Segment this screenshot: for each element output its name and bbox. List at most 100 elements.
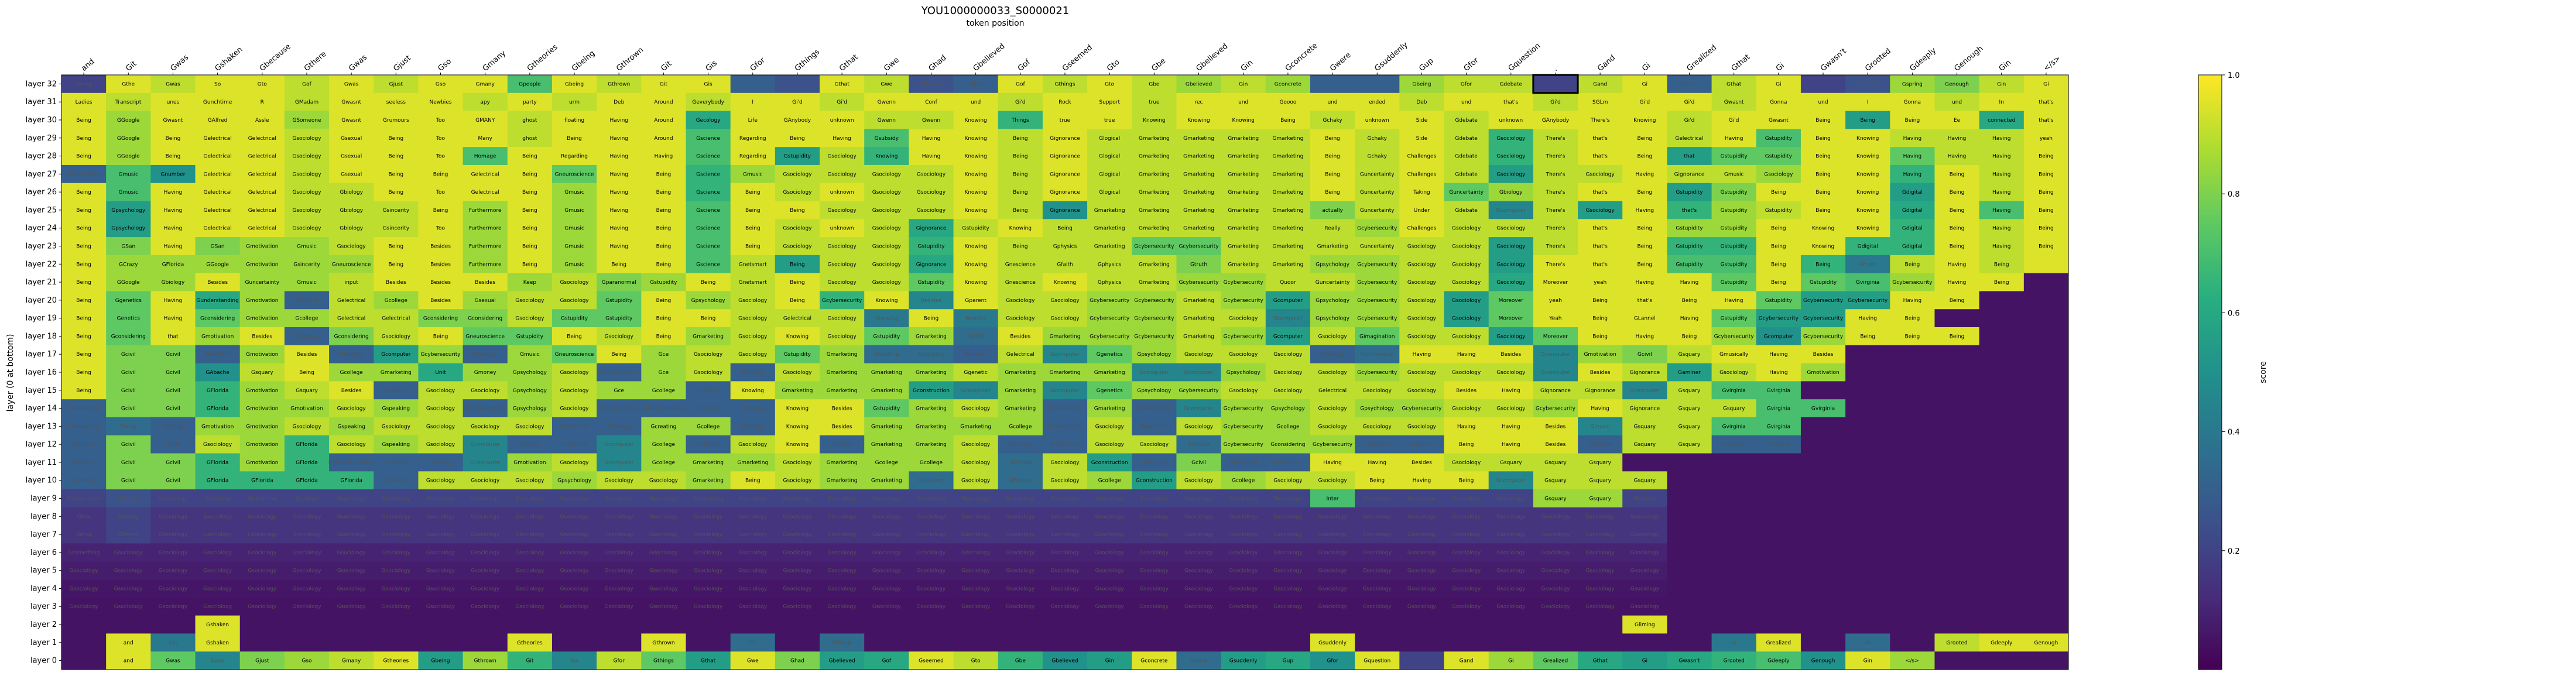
heatmap-cell (1979, 435, 2025, 454)
cell-label: Gsociology (292, 208, 321, 214)
cell-label: Gstupidity (1721, 262, 1748, 267)
heatmap-cell (1488, 651, 1534, 670)
heatmap-cell (909, 111, 954, 129)
heatmap-cell (953, 92, 999, 111)
heatmap-cell (1265, 309, 1311, 328)
heatmap-cell (1890, 453, 1935, 472)
heatmap-cell (1087, 183, 1132, 201)
cell-label: Having (1992, 226, 2011, 232)
heatmap-cell (507, 75, 553, 94)
cell-label: Gsociology (738, 604, 768, 610)
cell-label: Gso (436, 81, 446, 87)
cell-label: Gmarketing (1228, 226, 1259, 232)
heatmap-cell (775, 471, 820, 490)
cell-label: ACCC (968, 334, 983, 339)
cell-label: Gsociology (783, 532, 812, 538)
heatmap-cell (1355, 633, 1400, 652)
cell-label: Gsociology (783, 550, 812, 556)
cell-label: Gsociology (872, 604, 902, 610)
cell-label: Many (478, 136, 493, 142)
cell-label: Gsociology (872, 586, 902, 592)
cell-label: Being (389, 243, 404, 249)
cell-label: Being (1815, 154, 1831, 160)
cell-label: Gmarketing (1228, 171, 1259, 177)
heatmap-cell (1087, 399, 1132, 418)
cell-label: Gstupidity (784, 154, 811, 160)
cell-label: Gtaking (163, 424, 183, 430)
cell-label: Gignorance (1674, 171, 1705, 177)
cell-label: There's (1545, 154, 1565, 160)
heatmap-cell (1221, 291, 1266, 310)
heatmap-cell (551, 75, 597, 94)
cell-label: GFlorida (207, 478, 229, 484)
cell-label: Gsociology (828, 550, 857, 556)
heatmap-cell (1622, 453, 1667, 472)
cell-label: Gmarketing (693, 478, 724, 484)
cell-label: Gsociology (1184, 352, 1214, 358)
heatmap-cell (597, 201, 642, 219)
heatmap-cell (418, 219, 463, 238)
heatmap-cell (551, 255, 597, 274)
cell-label: Gsociology (917, 190, 946, 195)
cell-label: Gsociology (515, 568, 544, 574)
cell-label: Gonna (1904, 99, 1921, 105)
cell-label: Gcivil (121, 442, 136, 448)
cell-label: Gsociology (426, 442, 455, 448)
cell-label: Transcript (115, 99, 142, 105)
heatmap-cell (1176, 219, 1222, 238)
heatmap-cell (597, 597, 642, 616)
cell-label: Gsociology (1407, 586, 1437, 592)
cell-label: GFlorida (340, 478, 362, 484)
cell-label: Gsociology (1273, 496, 1303, 502)
cell-label: Gspeaking (382, 442, 410, 448)
heatmap-cell (1176, 435, 1222, 454)
cell-label: Gbiology (429, 460, 453, 466)
y-tick-label: layer 8 (30, 512, 57, 521)
cell-label: Gmarketing (1139, 262, 1170, 267)
heatmap-cell (1622, 309, 1667, 328)
heatmap-cell (1800, 129, 1846, 147)
cell-label: Gmotivation (246, 262, 278, 267)
cell-label: Gignorance (1629, 370, 1660, 376)
heatmap-cell (1488, 381, 1534, 400)
heatmap-cell (1488, 255, 1534, 274)
heatmap-cell (61, 129, 107, 147)
heatmap-cell (1667, 525, 1712, 544)
cell-label: Gthat (834, 81, 849, 87)
heatmap-cell (284, 219, 330, 238)
cell-label: Gbiology (340, 208, 363, 214)
cell-label: Gsociology (560, 604, 589, 610)
heatmap-cell (953, 381, 999, 400)
cell-label: Gconsidering (423, 316, 458, 322)
heatmap-cell (329, 381, 374, 400)
heatmap-cell (374, 543, 419, 562)
heatmap-cell (1399, 417, 1444, 436)
heatmap-cell (1979, 651, 2025, 670)
cell-label: Genetics (117, 316, 141, 322)
heatmap-cell (730, 489, 776, 508)
cell-label: und (1952, 99, 1962, 105)
cell-label: Gmany (342, 658, 361, 664)
cell-label: unknown (1365, 118, 1389, 123)
heatmap-cell (1355, 615, 1400, 634)
cell-label: Gsociology (1006, 568, 1035, 574)
heatmap-cell (1800, 147, 1846, 166)
cell-label: Gsociology (560, 514, 589, 520)
heatmap-cell (864, 75, 909, 94)
heatmap-cell (1711, 633, 1757, 652)
heatmap-cell (641, 309, 686, 328)
heatmap-cell (551, 363, 597, 382)
cell-label: unknown (1499, 118, 1523, 123)
cell-label: Gsociology (560, 460, 589, 466)
cell-label: Too (436, 154, 445, 160)
cell-label: Gvirginia (1767, 406, 1790, 412)
heatmap-cell (239, 435, 285, 454)
heatmap-cell (1979, 92, 2025, 111)
heatmap-cell (1934, 597, 1980, 616)
cell-label: Gsociology (560, 406, 589, 412)
cell-label: Glogical (1099, 171, 1120, 177)
cell-label: Gbiology (384, 460, 407, 466)
heatmap-cell (1399, 543, 1444, 562)
cell-label: Really (1324, 226, 1341, 232)
cell-label: Besides (386, 280, 406, 286)
